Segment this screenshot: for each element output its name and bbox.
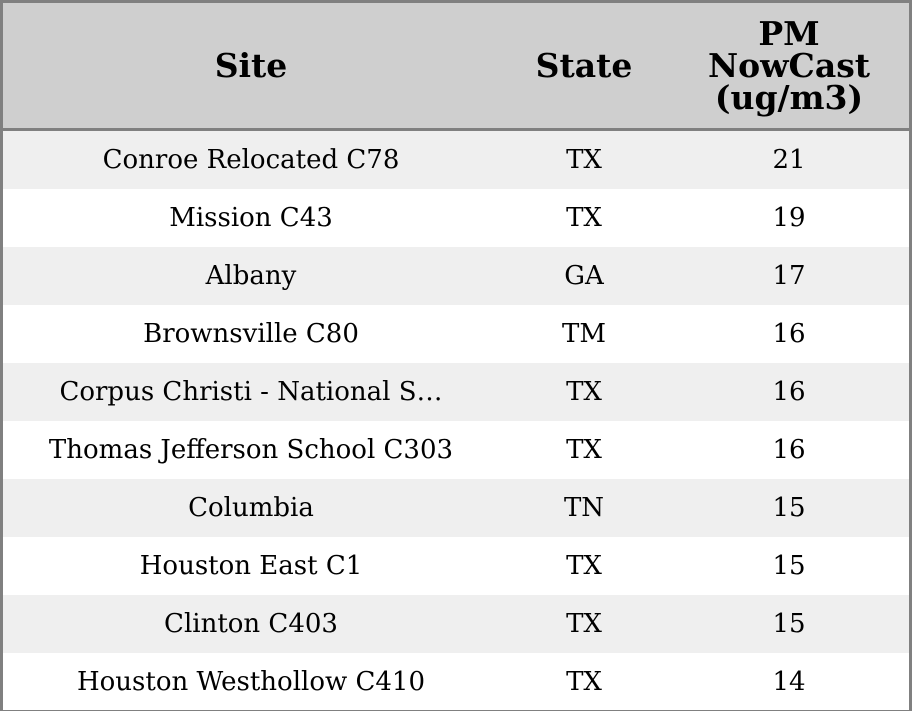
cell-pm: 14: [772, 666, 806, 697]
table-row[interactable]: Thomas Jefferson School C303 TX 16: [3, 421, 909, 479]
cell-pm: 16: [772, 377, 806, 407]
cell-state: TM: [562, 319, 606, 349]
cell-site: Houston Westhollow C410: [76, 666, 426, 697]
cell-pm: 15: [772, 493, 806, 523]
cell-site: Conroe Relocated C78: [102, 145, 400, 175]
cell-state: TX: [566, 609, 602, 639]
table-header-row: Site State PM NowCast (ug/m3): [3, 3, 909, 131]
table-row[interactable]: Houston Westhollow C410 TX 14: [3, 653, 909, 710]
table-row[interactable]: Albany GA 17: [3, 247, 909, 305]
cell-state: TX: [566, 551, 602, 581]
cell-state: TX: [566, 145, 602, 175]
table-body: Conroe Relocated C78 TX 21 Mission C43 T…: [3, 131, 909, 710]
cell-pm: 21: [772, 145, 806, 175]
table-row[interactable]: Corpus Christi - National S… TX 16: [3, 363, 909, 421]
cell-pm: 19: [772, 203, 806, 233]
cell-pm: 16: [772, 435, 806, 465]
header-site[interactable]: Site: [214, 45, 288, 85]
cell-pm: 15: [772, 609, 806, 639]
table-row[interactable]: Columbia TN 15: [3, 479, 909, 537]
cell-site: Albany: [205, 261, 297, 291]
header-pm-nowcast[interactable]: PM NowCast (ug/m3): [707, 13, 871, 117]
cell-state: TX: [566, 377, 602, 407]
cell-site: Houston East C1: [139, 551, 363, 581]
cell-state: TX: [566, 203, 602, 233]
cell-site: Columbia: [188, 493, 314, 523]
cell-state: GA: [564, 261, 604, 291]
cell-site: Clinton C403: [164, 609, 338, 639]
cell-site: Corpus Christi - National S…: [59, 377, 443, 407]
cell-state: TX: [566, 435, 602, 465]
cell-state: TX: [566, 666, 602, 697]
table-row[interactable]: Brownsville C80 TM 16: [3, 305, 909, 363]
table-row[interactable]: Clinton C403 TX 15: [3, 595, 909, 653]
cell-pm: 17: [772, 261, 806, 291]
table-row[interactable]: Houston East C1 TX 15: [3, 537, 909, 595]
table-row[interactable]: Conroe Relocated C78 TX 21: [3, 131, 909, 189]
cell-site: Mission C43: [169, 203, 333, 233]
cell-state: TN: [563, 493, 605, 523]
cell-site: Brownsville C80: [143, 319, 359, 349]
cell-pm: 15: [772, 551, 806, 581]
cell-pm: 16: [772, 319, 806, 349]
table-row[interactable]: Mission C43 TX 19: [3, 189, 909, 247]
header-state[interactable]: State: [535, 45, 633, 85]
cell-site: Thomas Jefferson School C303: [48, 435, 454, 465]
